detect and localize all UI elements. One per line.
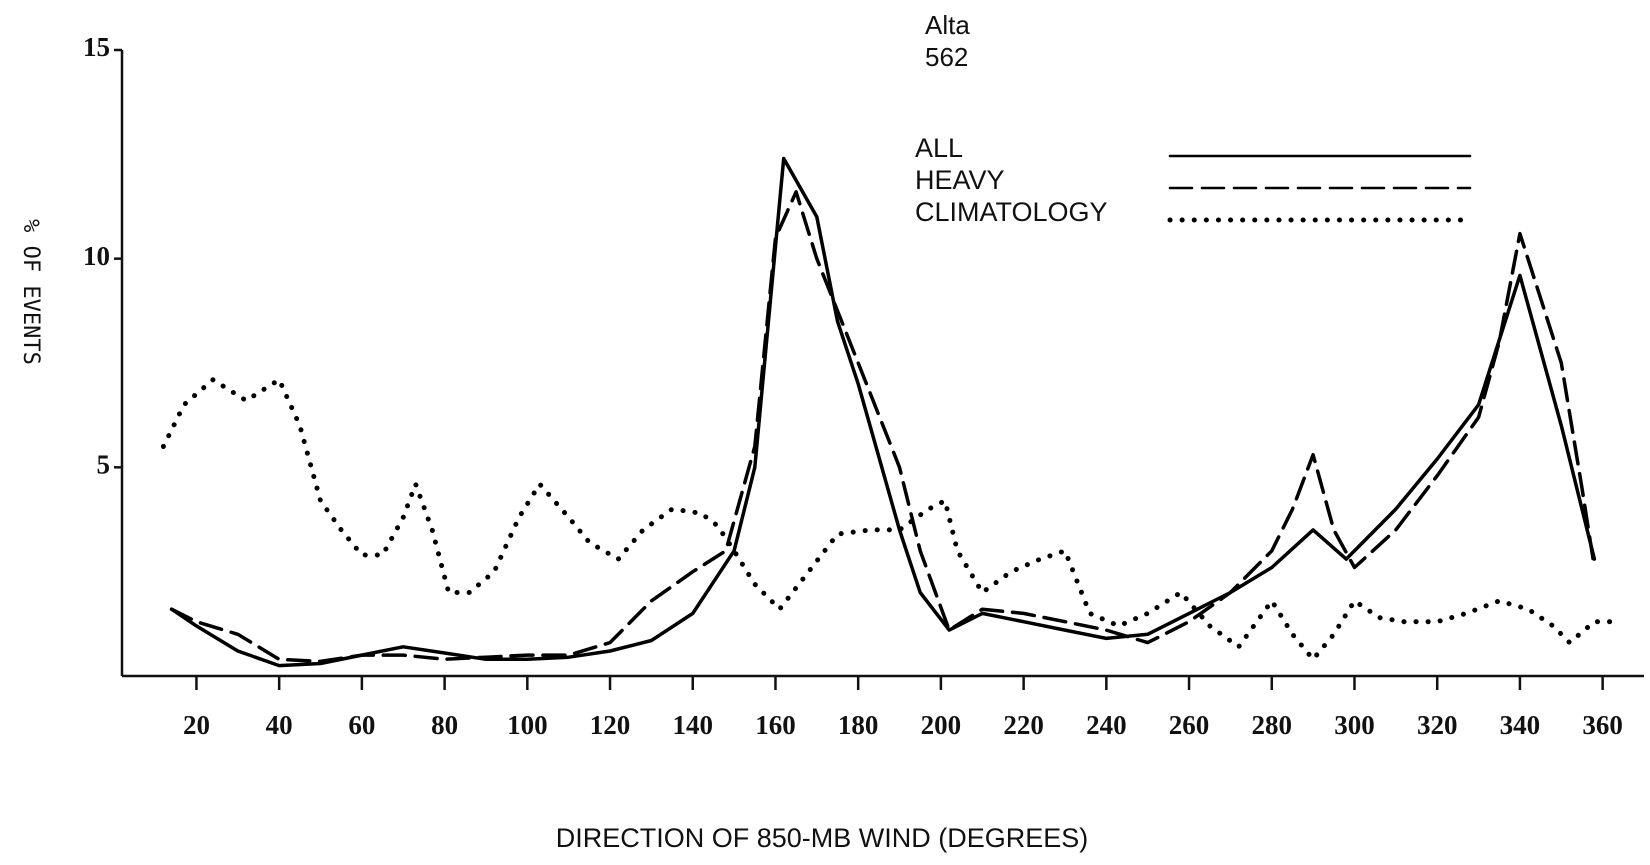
y-tick-label: 10 <box>83 241 110 271</box>
chart-subtitle: 562 <box>925 42 968 72</box>
legend-label: ALL <box>915 133 963 163</box>
x-tick-label: 140 <box>673 710 714 740</box>
x-tick-label: 280 <box>1252 710 1293 740</box>
x-tick-label: 60 <box>348 710 375 740</box>
legend-label: HEAVY <box>915 165 1005 195</box>
chart-title: Alta <box>925 10 970 40</box>
x-tick-label: 180 <box>838 710 879 740</box>
y-tick-label: 15 <box>83 32 110 62</box>
x-tick-label: 320 <box>1417 710 1458 740</box>
x-tick-label: 40 <box>266 710 293 740</box>
x-tick-label: 260 <box>1169 710 1210 740</box>
series-line <box>160 377 1618 662</box>
x-tick-label: 120 <box>590 710 631 740</box>
x-tick-label: 100 <box>507 710 548 740</box>
y-axis-label: % OF EVENTS <box>18 219 43 365</box>
x-tick-label: 360 <box>1582 710 1623 740</box>
x-tick-label: 240 <box>1086 710 1127 740</box>
legend-label: CLIMATOLOGY <box>915 197 1108 227</box>
x-tick-label: 20 <box>183 710 210 740</box>
x-tick-label: 300 <box>1334 710 1375 740</box>
y-tick-label: 5 <box>97 450 111 480</box>
x-tick-label: 80 <box>431 710 458 740</box>
x-tick-label: 160 <box>755 710 796 740</box>
x-tick-label: 200 <box>921 710 962 740</box>
x-tick-label: 220 <box>1003 710 1044 740</box>
series-line <box>169 190 1597 664</box>
x-axis-label: DIRECTION OF 850-MB WIND (DEGREES) <box>556 823 1089 853</box>
series-line <box>169 156 1597 668</box>
x-tick-label: 340 <box>1500 710 1541 740</box>
